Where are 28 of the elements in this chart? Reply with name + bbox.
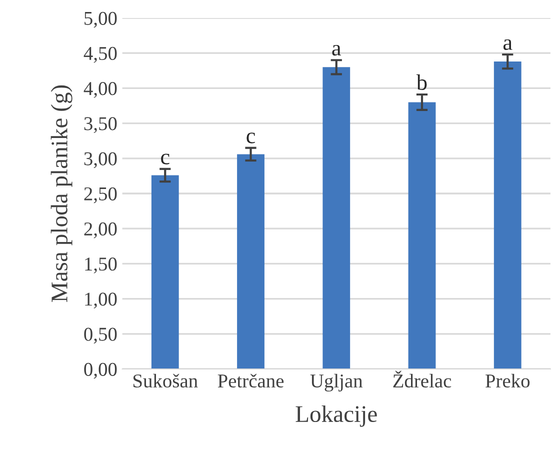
x-tick-label: Petrčane	[218, 374, 284, 388]
y-tick-label: 2,50	[84, 187, 117, 204]
y-axis-title: Masa ploda planike (g)	[50, 85, 72, 302]
annotation: c	[161, 154, 170, 164]
y-tick-label: 1,50	[85, 258, 117, 274]
y-tick-label: 4,00	[84, 82, 117, 98]
y-tick-label: 3,50	[84, 117, 117, 134]
x-tick-label: Ždrelac	[393, 370, 452, 388]
y-tick-label: 3,00	[84, 152, 117, 168]
y-tick-label: 1,00	[85, 292, 117, 309]
x-tick-label: Ugljan	[310, 374, 363, 392]
x-tick-label: Preko	[486, 374, 530, 388]
y-tick-label: 2,00	[84, 222, 117, 238]
y-tick-label: 0,50	[84, 328, 117, 344]
y-tick-label: 4,50	[84, 46, 117, 63]
bar	[237, 154, 264, 369]
annotation: b	[416, 74, 427, 90]
y-tick-label: 5,00	[84, 12, 117, 28]
bar	[494, 62, 522, 369]
x-tick-label: Sukošan	[133, 374, 198, 388]
bar	[322, 67, 350, 369]
bar	[408, 102, 436, 369]
annotation: a	[503, 39, 512, 50]
x-axis-title: Lokacije	[296, 405, 377, 427]
y-tick-label: 0,00	[84, 362, 117, 379]
annotation: a	[332, 44, 342, 56]
annotation: c	[246, 132, 256, 144]
bar	[151, 175, 179, 369]
